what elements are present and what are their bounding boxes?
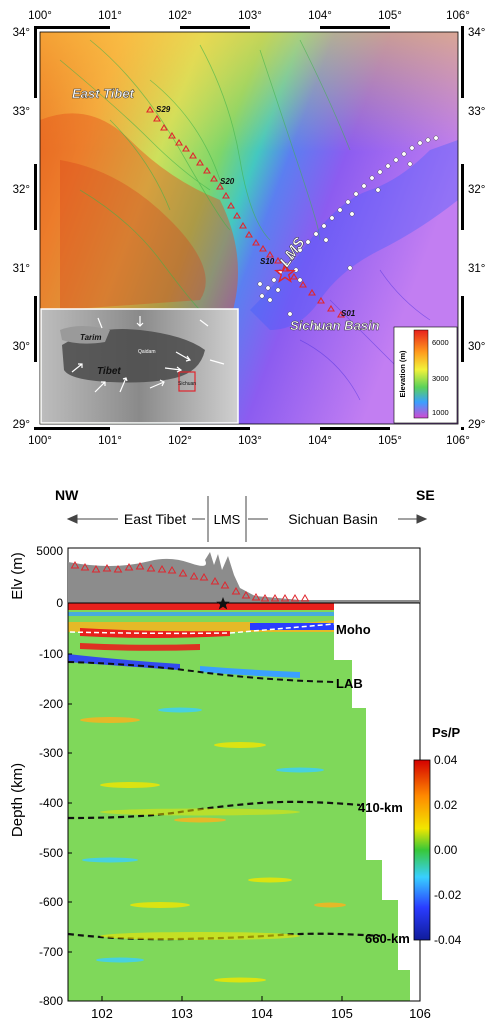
station-label-s01: S01 (341, 309, 356, 318)
segment-east-tibet: East Tibet (124, 511, 186, 527)
section-epicenter-star (216, 597, 230, 610)
svg-text:31°: 31° (13, 263, 30, 275)
svg-text:34°: 34° (13, 27, 30, 39)
svg-text:-700: -700 (39, 945, 63, 959)
elevation-tick-6000: 6000 (432, 338, 449, 347)
longitude-ticks-section: 102 103 104 105 106 (91, 1006, 431, 1021)
inset-map: Tarim Tibet Qaidam Sichuan (40, 308, 239, 424)
svg-text:103°: 103° (238, 10, 262, 22)
station-label-s20: S20 (220, 177, 235, 186)
epicenter-star (274, 261, 296, 283)
svg-text:29°: 29° (13, 419, 30, 431)
svg-text:33°: 33° (468, 106, 485, 118)
svg-text:100°: 100° (28, 435, 52, 447)
longitude-ticks-bottom: 100° 101° 102° 103° 104° 105° 106° (28, 435, 470, 447)
inset-study-area-box (178, 371, 196, 392)
svg-text:104: 104 (251, 1006, 273, 1021)
svg-text:-400: -400 (39, 796, 63, 810)
label-sichuan-basin: Sichuan Basin (290, 318, 380, 333)
depth-axis-label: Depth (km) (9, 763, 26, 837)
ps-p-colorbar: Ps/P 0.04 0.02 0.00 -0.02 -0.04 (413, 725, 462, 947)
receiver-function-image (68, 603, 420, 1001)
colorbar-ticks: 0.04 0.02 0.00 -0.02 -0.04 (434, 753, 462, 947)
svg-text:-100: -100 (39, 647, 63, 661)
segment-sichuan-basin: Sichuan Basin (288, 511, 378, 527)
elv-axis-label: Elv (m) (9, 552, 26, 600)
svg-text:-0.04: -0.04 (434, 933, 462, 947)
svg-text:0.02: 0.02 (434, 798, 458, 812)
label-nw: NW (55, 487, 79, 503)
station-label-s29: S29 (156, 105, 171, 114)
svg-text:105°: 105° (378, 435, 402, 447)
svg-text:104°: 104° (308, 435, 332, 447)
station-label-s10: S10 (260, 257, 275, 266)
svg-text:105: 105 (331, 1006, 353, 1021)
svg-text:0.00: 0.00 (434, 843, 458, 857)
label-moho: Moho (336, 622, 371, 637)
svg-text:30°: 30° (13, 341, 30, 353)
svg-text:103°: 103° (238, 435, 262, 447)
svg-text:102°: 102° (168, 435, 192, 447)
label-410-km: 410-km (358, 800, 403, 815)
elevation-legend: Elevation (m) 6000 3000 1000 (393, 326, 458, 424)
svg-text:-0.02: -0.02 (434, 888, 462, 902)
svg-text:100°: 100° (28, 10, 52, 22)
map-panel: Tarim Tibet Qaidam Sichuan Elevation (m)… (13, 10, 486, 447)
elevation-tick-3000: 3000 (432, 374, 449, 383)
svg-text:-600: -600 (39, 895, 63, 909)
elv-tick-5000: 5000 (36, 544, 63, 558)
svg-text:31°: 31° (468, 263, 485, 275)
svg-text:106°: 106° (446, 10, 470, 22)
svg-text:-200: -200 (39, 697, 63, 711)
elevation-legend-title: Elevation (m) (398, 350, 407, 398)
inset-label-tarim: Tarim (80, 333, 102, 342)
svg-text:32°: 32° (468, 184, 485, 196)
latitude-ticks-right: 34° 33° 32° 31° 30° 29° (468, 27, 485, 431)
label-se: SE (416, 487, 435, 503)
svg-text:33°: 33° (13, 106, 30, 118)
svg-text:-500: -500 (39, 846, 63, 860)
svg-text:104°: 104° (308, 10, 332, 22)
svg-text:103: 103 (171, 1006, 193, 1021)
section-station-triangles (70, 561, 310, 602)
label-east-tibet: East Tibet (72, 86, 135, 101)
label-lab: LAB (336, 676, 363, 691)
svg-text:-300: -300 (39, 746, 63, 760)
seismicity-cluster (257, 135, 439, 331)
svg-text:32°: 32° (13, 184, 30, 196)
svg-text:29°: 29° (468, 419, 485, 431)
svg-text:106°: 106° (446, 435, 470, 447)
topography-profile (68, 552, 420, 603)
svg-text:102: 102 (91, 1006, 113, 1021)
svg-text:30°: 30° (468, 341, 485, 353)
inset-label-sichuan: Sichuan (178, 381, 196, 387)
segment-lms: LMS (214, 512, 241, 527)
elevation-tick-1000: 1000 (432, 408, 449, 417)
svg-text:105°: 105° (378, 10, 402, 22)
depth-ticks: -100 -200 -300 -400 -500 -600 -700 -800 (39, 647, 63, 1008)
svg-text:102°: 102° (168, 10, 192, 22)
inset-label-qaidam: Qaidam (138, 349, 156, 355)
station-triangles (146, 105, 345, 318)
colorbar-title: Ps/P (432, 725, 461, 740)
svg-text:34°: 34° (468, 27, 485, 39)
svg-text:0.04: 0.04 (434, 753, 458, 767)
svg-text:101°: 101° (98, 10, 122, 22)
section-panel: NW SE East Tibet LMS Sichuan Basin (9, 487, 462, 1021)
svg-text:-800: -800 (39, 994, 63, 1008)
svg-text:106: 106 (409, 1006, 431, 1021)
elv-tick-0: 0 (56, 596, 63, 610)
svg-text:101°: 101° (98, 435, 122, 447)
label-660-km: 660-km (365, 931, 410, 946)
inset-label-tibet: Tibet (97, 366, 121, 377)
longitude-ticks-top: 100° 101° 102° 103° 104° 105° 106° (28, 10, 470, 22)
latitude-ticks-left: 34° 33° 32° 31° 30° 29° (13, 27, 30, 431)
